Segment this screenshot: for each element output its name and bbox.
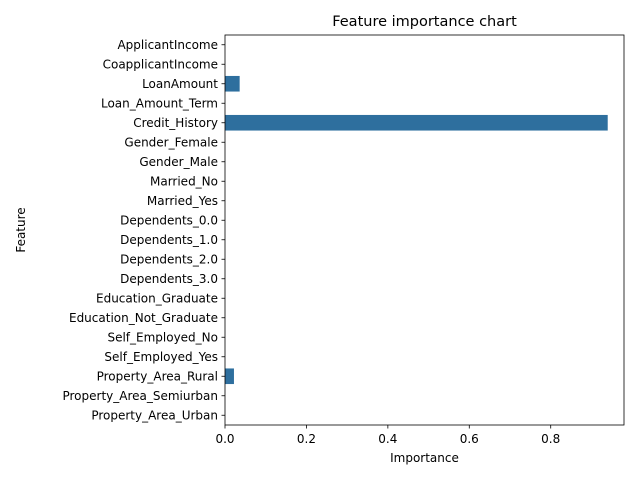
x-tick-label: 0.4 [378, 432, 397, 446]
y-tick-label: Dependents_3.0 [120, 272, 218, 286]
x-tick-label: 0.2 [297, 432, 316, 446]
chart-title: Feature importance chart [332, 14, 517, 30]
y-tick-label: CoapplicantIncome [103, 57, 218, 71]
x-axis-label: Importance [390, 451, 459, 465]
bar-property-area-rural [225, 368, 234, 385]
y-tick-label: Married_Yes [147, 194, 218, 208]
y-tick-label: Property_Area_Semiurban [62, 389, 218, 403]
y-axis-label: Feature [14, 207, 28, 252]
y-tick-label: LoanAmount [142, 77, 218, 91]
y-axis-ticks: ApplicantIncome CoapplicantIncome LoanAmou… [62, 38, 225, 422]
y-tick-label: Self_Employed_No [107, 330, 218, 344]
y-tick-label: Loan_Amount_Term [101, 96, 218, 110]
plot-frame [224, 34, 625, 426]
y-tick-label: Credit_History [133, 116, 218, 130]
y-tick-label: Dependents_2.0 [120, 252, 218, 266]
y-tick-label: Self_Employed_Yes [104, 350, 218, 364]
bar-loanamount [225, 75, 240, 92]
y-tick-label: Gender_Female [124, 135, 218, 149]
y-tick-label: Married_No [150, 174, 218, 188]
bar-credit-history [225, 114, 608, 131]
x-tick-label: 0.0 [215, 432, 234, 446]
x-tick-label: 0.6 [460, 432, 479, 446]
bars-group [225, 75, 608, 385]
y-tick-label: Dependents_0.0 [120, 213, 218, 227]
y-tick-label: Property_Area_Urban [91, 408, 218, 422]
x-axis-ticks: 0.0 0.2 0.4 0.6 0.8 [215, 425, 560, 446]
y-tick-label: Dependents_1.0 [120, 233, 218, 247]
y-tick-label: Gender_Male [139, 155, 218, 169]
y-tick-label: Property_Area_Rural [97, 369, 218, 383]
y-tick-label: Education_Graduate [96, 291, 218, 305]
y-tick-label: ApplicantIncome [117, 38, 218, 52]
x-tick-label: 0.8 [541, 432, 560, 446]
y-tick-label: Education_Not_Graduate [69, 311, 218, 325]
